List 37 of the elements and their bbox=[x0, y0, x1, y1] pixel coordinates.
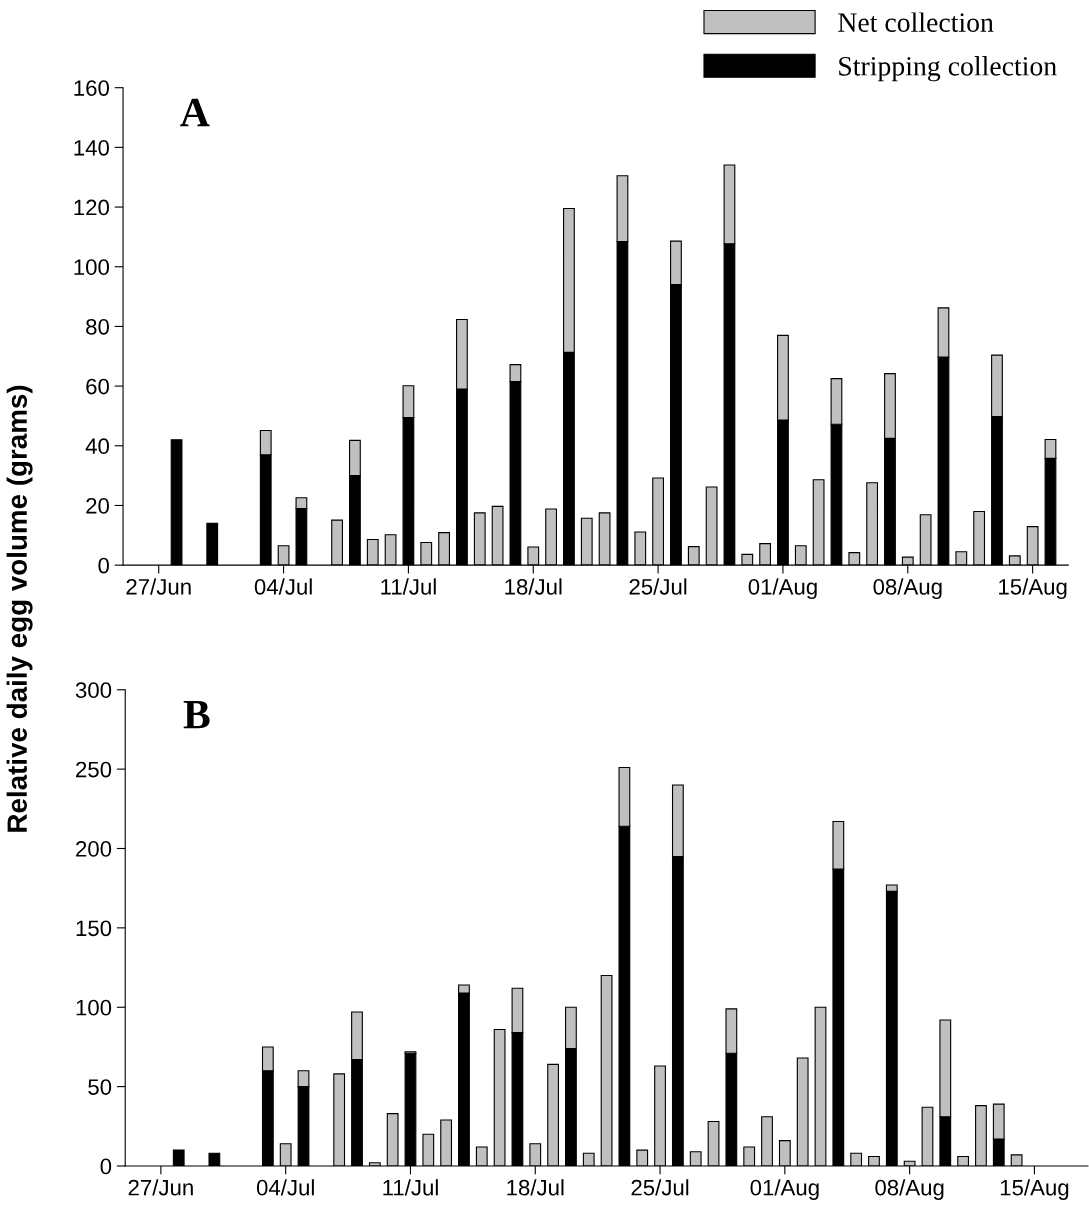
x-tick-label: 27/Jun bbox=[126, 578, 191, 595]
y-tick-label: 80 bbox=[86, 318, 109, 335]
y-tick-label: 0 bbox=[98, 557, 109, 574]
chart-title: A bbox=[180, 98, 210, 127]
x-tick-label: 15/Aug bbox=[999, 578, 1067, 600]
y-tick-label: 100 bbox=[74, 259, 109, 276]
x-tick-label: 01/Aug bbox=[748, 578, 817, 600]
legend-label: Net collection bbox=[838, 12, 994, 32]
x-tick-label: 25/Jul bbox=[629, 578, 687, 595]
y-tick-label: 120 bbox=[74, 199, 109, 216]
x-tick-label: 08/Aug bbox=[875, 1179, 944, 1200]
legend-label: Stripping collection bbox=[839, 56, 1057, 82]
x-tick-label: 04/Jul bbox=[256, 1179, 314, 1196]
x-tick-label: 15/Aug bbox=[1000, 1179, 1069, 1200]
x-tick-label: 25/Jul bbox=[631, 1179, 689, 1196]
chart-title: B bbox=[183, 700, 210, 729]
y-tick-label: 50 bbox=[88, 1079, 112, 1095]
y-tick-label: 300 bbox=[75, 682, 112, 699]
y-tick-label: 160 bbox=[74, 80, 109, 96]
x-tick-label: 11/Jul bbox=[381, 578, 436, 595]
y-tick-label: 150 bbox=[76, 920, 112, 937]
y-tick-label: 20 bbox=[86, 498, 109, 514]
x-tick-label: 04/Jul bbox=[254, 578, 312, 595]
x-tick-label: 27/Jun bbox=[128, 1179, 193, 1196]
x-tick-label: 18/Jul bbox=[507, 1179, 564, 1196]
y-tick-label: 40 bbox=[85, 438, 109, 455]
y-tick-label: 0 bbox=[100, 1158, 112, 1175]
x-tick-label: 18/Jul bbox=[505, 578, 562, 595]
y-axis-title: Relative daily egg volume (grams) bbox=[6, 385, 33, 832]
x-tick-label: 01/Aug bbox=[750, 1179, 819, 1200]
y-tick-label: 100 bbox=[76, 999, 112, 1016]
y-tick-label: 60 bbox=[86, 378, 109, 395]
y-tick-label: 250 bbox=[76, 761, 112, 778]
x-tick-label: 08/Aug bbox=[873, 578, 942, 600]
y-tick-label: 200 bbox=[76, 841, 112, 857]
y-tick-label: 140 bbox=[74, 139, 109, 156]
x-tick-label: 11/Jul bbox=[383, 1179, 438, 1196]
